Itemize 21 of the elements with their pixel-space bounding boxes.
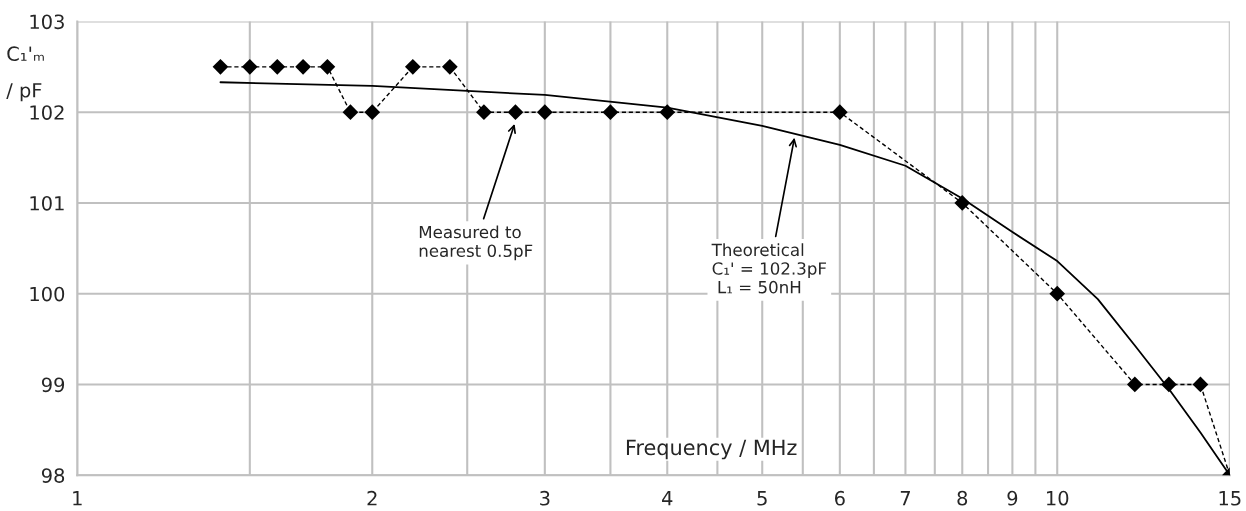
y-tick-label: 102 (30, 105, 64, 120)
x-tick-label: 4 (662, 491, 673, 506)
y-tick-label: 100 (30, 286, 65, 302)
annotation: Measured to nearest 0.5pF (419, 225, 533, 261)
y-axis-title: C₁'ₘ / pF (6, 46, 44, 102)
x-tick-label: 9 (1007, 490, 1018, 506)
y-tick-label: 98 (41, 468, 65, 483)
x-tick-label: 7 (900, 491, 910, 506)
x-tick-label: 10 (1047, 490, 1069, 506)
x-tick-label: 3 (540, 490, 550, 506)
x-tick-label: 8 (957, 490, 968, 506)
x-tick-label: 5 (757, 491, 767, 506)
x-tick-label: 1 (73, 491, 82, 506)
x-axis-title: Frequency / MHz (626, 439, 797, 460)
y-tick-label: 99 (41, 377, 65, 393)
annotation: Theoretical C₁' = 102.3pF L₁ = 50nH (711, 243, 827, 294)
x-tick-label: 2 (367, 490, 377, 506)
y-tick-label: 101 (30, 195, 64, 211)
y-tick-label: 103 (30, 14, 64, 30)
x-tick-label: 15 (1219, 491, 1241, 506)
x-tick-label: 6 (835, 490, 845, 506)
